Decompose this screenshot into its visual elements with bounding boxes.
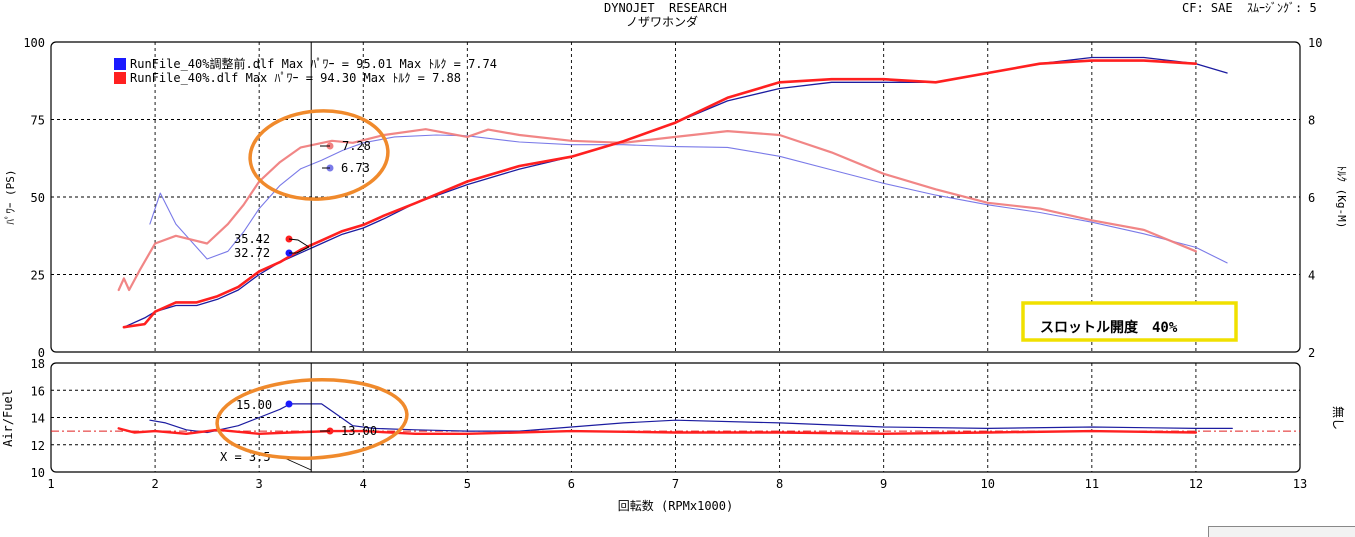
afr-before-marker	[285, 400, 293, 408]
cursor-x-label: X = 3.5	[220, 450, 271, 464]
legend-label: RunFile_40%.dlf Max ﾊﾟﾜｰ = 94.30 Max ﾄﾙｸ…	[130, 71, 461, 85]
x-tick-label: 7	[672, 477, 679, 491]
status-corner	[1208, 526, 1355, 537]
y-right-tick-label: 4	[1308, 269, 1315, 283]
y-left-tick-label: 100	[23, 36, 45, 50]
legend-label: RunFile_40%調整前.dlf Max ﾊﾟﾜｰ = 95.01 Max …	[130, 56, 497, 71]
afr-after-value: 13.00	[341, 424, 377, 438]
y-left-axis-label: ﾊﾟﾜｰ (PS)	[4, 169, 17, 224]
torque-before-value: 6.73	[341, 161, 370, 175]
afr-before-line	[149, 403, 1233, 434]
legend-swatch	[114, 58, 126, 70]
y-left-tick-label: 0	[38, 346, 45, 360]
y-right-tick-label: 2	[1308, 346, 1315, 360]
y-right-tick-label: 10	[1308, 36, 1322, 50]
legend-swatch	[114, 72, 126, 84]
y-right-tick-label: 8	[1308, 114, 1315, 128]
afr-right-label: 無し	[1331, 406, 1346, 430]
power-after-leader	[288, 238, 310, 248]
afr-tick-label: 16	[31, 384, 45, 398]
afr-tick-label: 10	[31, 466, 45, 480]
overlay-layer: RunFile_40%調整前.dlf Max ﾊﾟﾜｰ = 95.01 Max …	[114, 42, 1238, 472]
afr-tick-label: 14	[31, 412, 45, 426]
torque-after-value: 7.28	[342, 139, 371, 153]
y-right-tick-label: 6	[1308, 191, 1315, 205]
throttle-annotation-text: スロットル開度 40%	[1040, 319, 1178, 336]
x-tick-label: 5	[464, 477, 471, 491]
x-tick-label: 12	[1189, 477, 1203, 491]
torque-highlight-ellipse	[248, 109, 390, 201]
x-tick-label: 9	[880, 477, 887, 491]
afr-axis-label: Air/Fuel	[1, 389, 15, 447]
x-tick-label: 6	[568, 477, 575, 491]
grid	[51, 42, 1300, 472]
power-before-value: 32.72	[234, 246, 270, 260]
afr-after-line	[117, 427, 1198, 435]
x-tick-label: 8	[776, 477, 783, 491]
shop-name: ノザワホンダ	[626, 15, 699, 29]
correction-factor-info: CF: SAE ｽﾑｰｼﾞﾝｸﾞ: 5	[1182, 1, 1317, 15]
y-left-tick-label: 50	[31, 191, 45, 205]
power-before-leader	[289, 246, 310, 254]
x-tick-label: 3	[256, 477, 263, 491]
afr-tick-label: 18	[31, 357, 45, 371]
x-tick-label: 1	[47, 477, 54, 491]
x-tick-label: 11	[1085, 477, 1099, 491]
x-axis-label: 回転数 (RPMx1000)	[618, 498, 733, 513]
x-tick-label: 4	[360, 477, 367, 491]
y-left-tick-label: 25	[31, 269, 45, 283]
series-layer	[117, 56, 1233, 435]
afr-highlight-ellipse	[215, 377, 409, 461]
afr-tick-label: 12	[31, 439, 45, 453]
afr-before-value: 15.00	[236, 398, 272, 412]
report-title: DYNOJET RESEARCH	[604, 1, 727, 15]
power-after-line	[122, 59, 1198, 329]
y-right-axis-label: ﾄﾙｸ (Kg-M)	[1335, 166, 1348, 229]
x-tick-label: 10	[981, 477, 995, 491]
torque-after-line	[117, 128, 1198, 292]
x-tick-label: 13	[1293, 477, 1307, 491]
power-after-value: 35.42	[234, 232, 270, 246]
throttle-annotation-box	[1021, 301, 1238, 342]
torque-before-line	[149, 134, 1228, 264]
x-tick-label: 2	[151, 477, 158, 491]
y-left-tick-label: 75	[31, 114, 45, 128]
